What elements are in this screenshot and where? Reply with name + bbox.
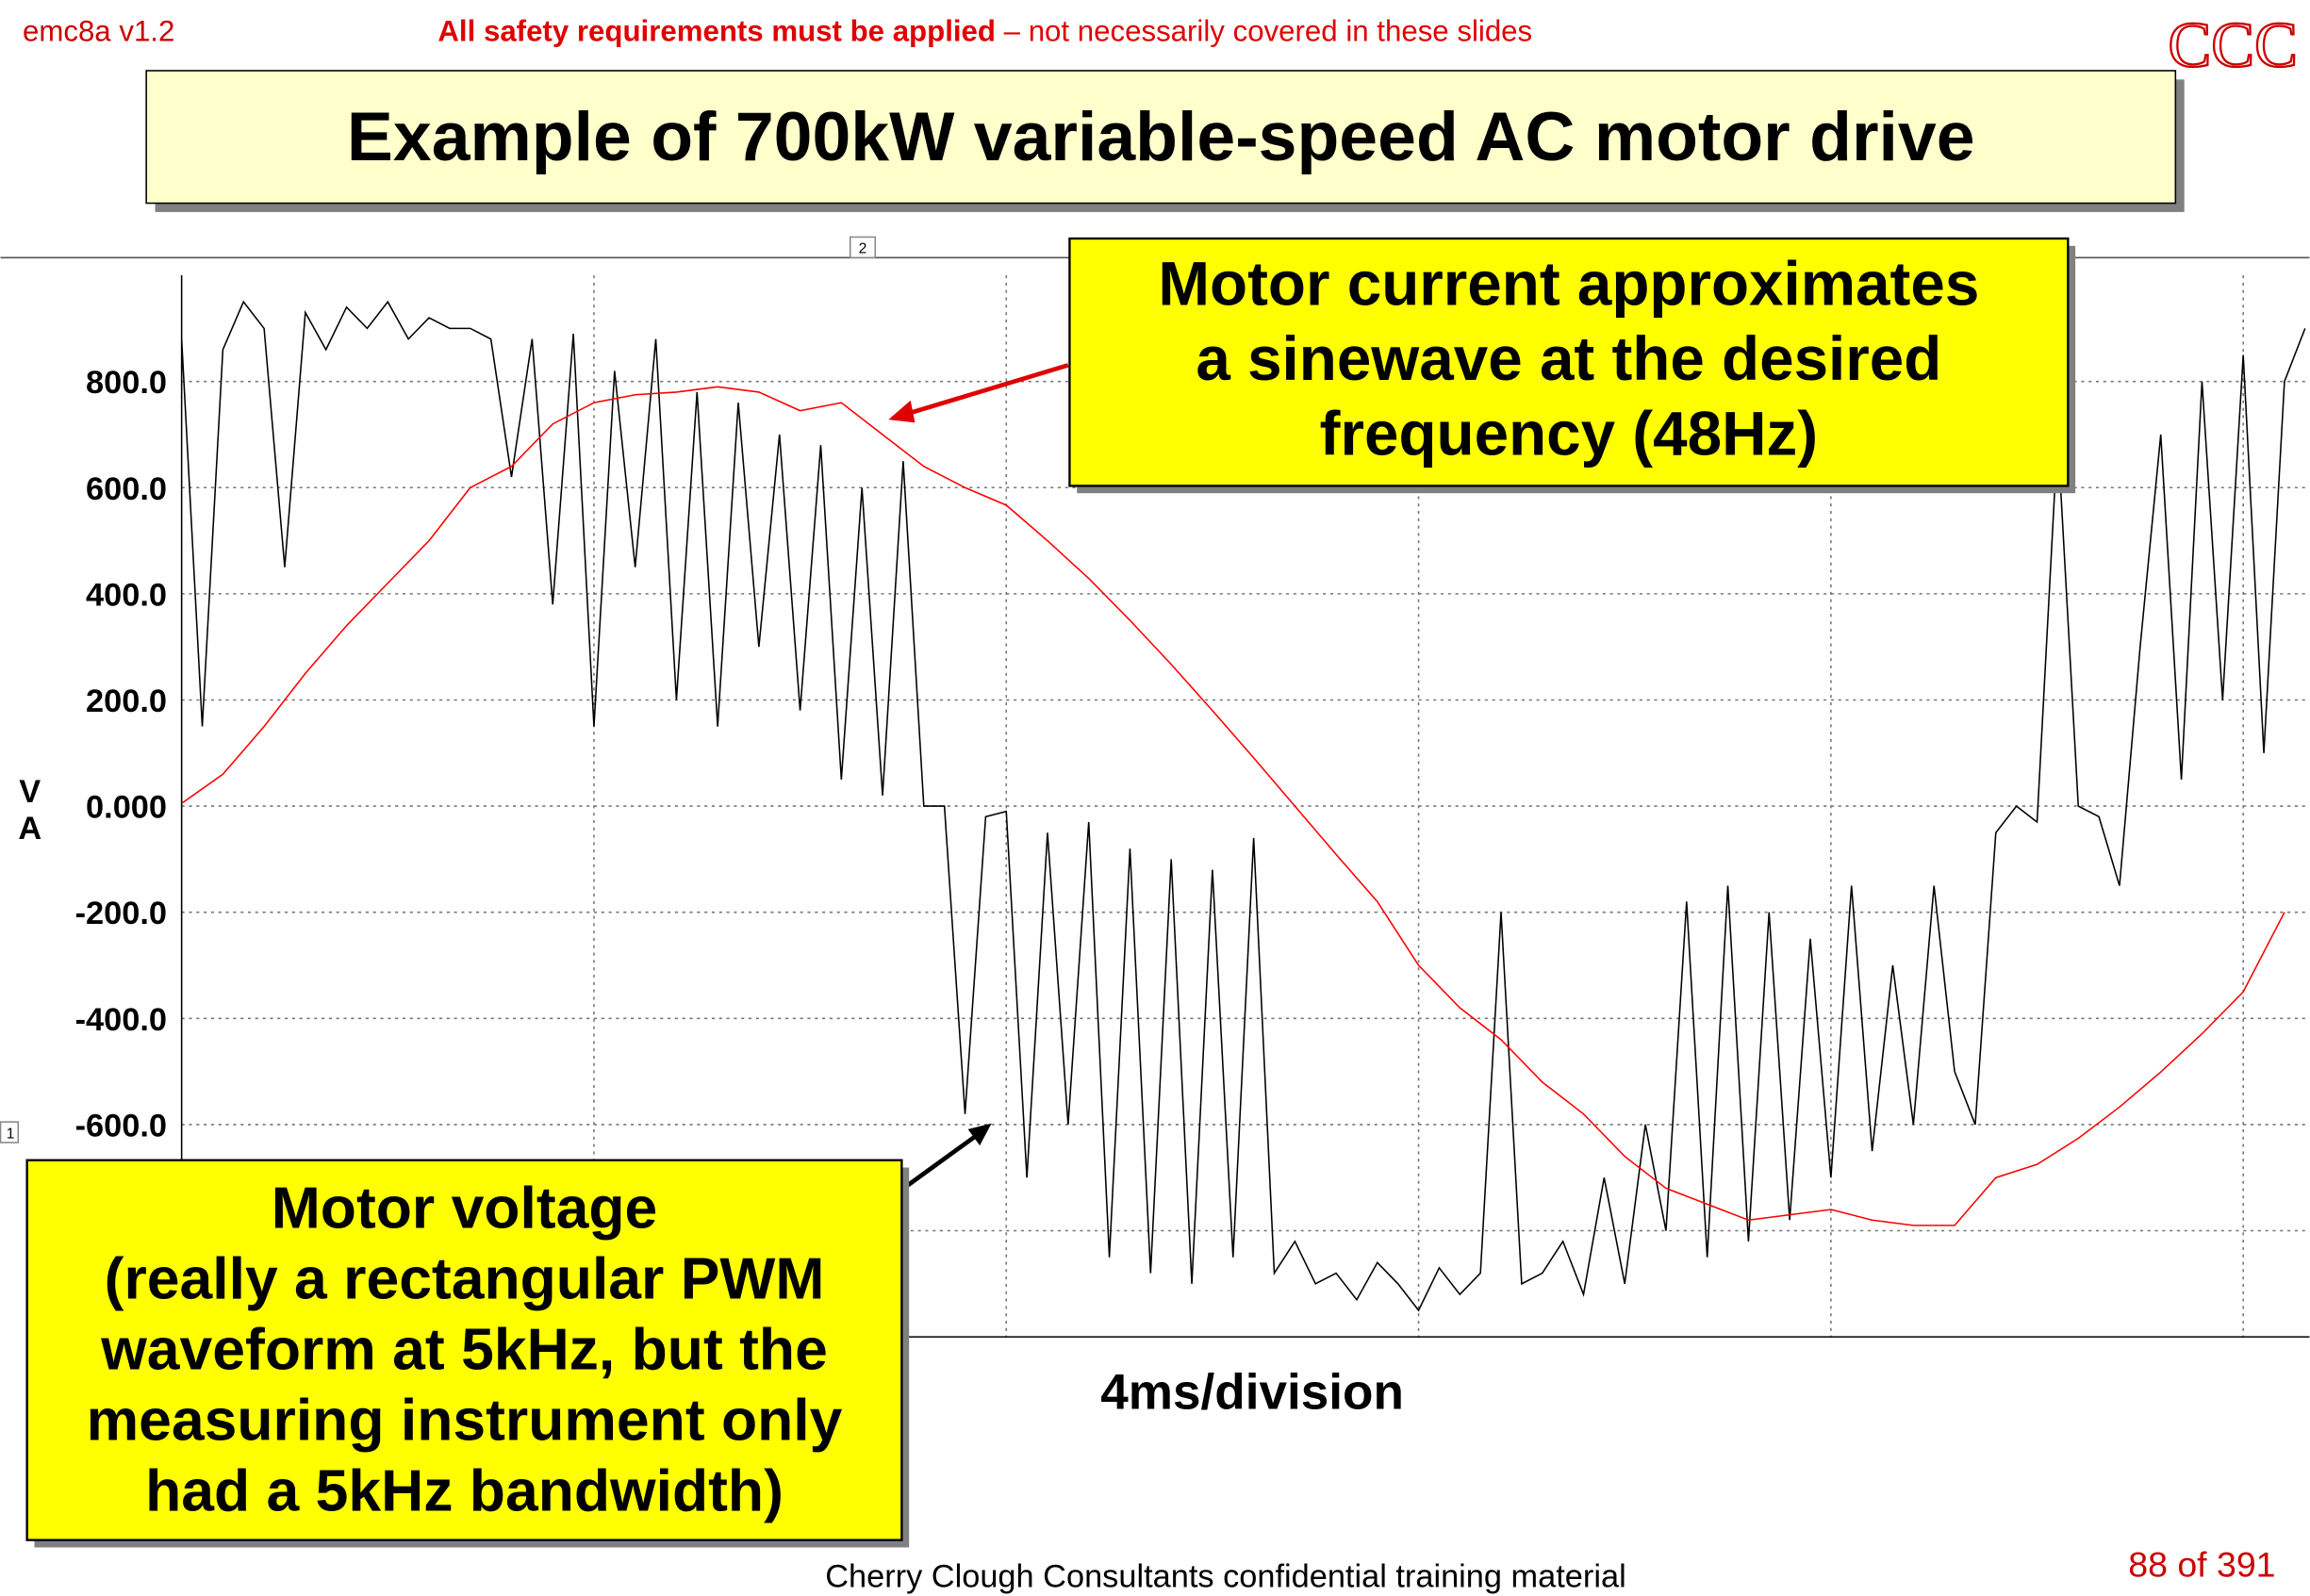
- callout-line: frequency (48Hz): [1320, 400, 1818, 469]
- title: Example of 700kW variable-speed AC motor…: [347, 98, 1975, 175]
- arrow-head: [967, 1123, 992, 1146]
- x-axis-label: 4ms/division: [1100, 1365, 1404, 1421]
- warning-bold: All safety requirements must be applied: [437, 15, 996, 48]
- marker-box: [0, 1121, 20, 1144]
- warning: All safety requirements must be applied …: [437, 15, 1532, 48]
- callout-line: measuring instrument only: [87, 1387, 843, 1453]
- marker: 2: [859, 241, 867, 257]
- callout-line: waveform at 5kHz, but the: [100, 1316, 828, 1382]
- callout-box: [1068, 237, 2070, 487]
- callout-line: had a 5kHz bandwidth): [145, 1457, 784, 1523]
- y-tick-label: 400.0: [86, 577, 167, 613]
- footer: Cherry Clough Consultants confidential t…: [825, 1559, 1626, 1595]
- arrow: [899, 1126, 989, 1192]
- y-tick-label: 800.0: [86, 365, 167, 401]
- y-tick-label: 0.000: [86, 790, 167, 826]
- series-line: [181, 300, 2306, 1312]
- callout-text: Motor voltage(really a rectangular PWMwa…: [87, 1176, 843, 1524]
- y-tick-label: 200.0: [86, 683, 167, 719]
- version: emc8a v1.2: [23, 15, 174, 48]
- y-axis-label: A: [18, 811, 41, 847]
- callout-line: Motor voltage: [272, 1176, 658, 1242]
- marker-box: [849, 236, 877, 259]
- y-tick-label: 600.0: [86, 471, 167, 507]
- callout-line: Motor current approximates: [1158, 249, 1979, 318]
- page-number: 88 of 391: [2128, 1545, 2275, 1585]
- marker: 1: [7, 1126, 15, 1142]
- callout-box: [25, 1159, 903, 1541]
- callout-line: (really a rectangular PWM: [105, 1246, 825, 1312]
- callout-line: a sinewave at the desired: [1196, 324, 1941, 393]
- title-box: [145, 70, 2177, 205]
- y-tick-label: -600.0: [75, 1108, 167, 1144]
- y-tick-label: -400.0: [75, 1002, 167, 1038]
- warning-rest: – not necessarily covered in these slide…: [996, 15, 1532, 48]
- arrow-head: [888, 400, 916, 423]
- logo: CCC: [2168, 8, 2297, 80]
- y-axis-label: V: [19, 774, 41, 810]
- y-tick-label: -200.0: [75, 896, 167, 931]
- series-line: [181, 386, 2285, 1226]
- arrow: [892, 363, 1069, 420]
